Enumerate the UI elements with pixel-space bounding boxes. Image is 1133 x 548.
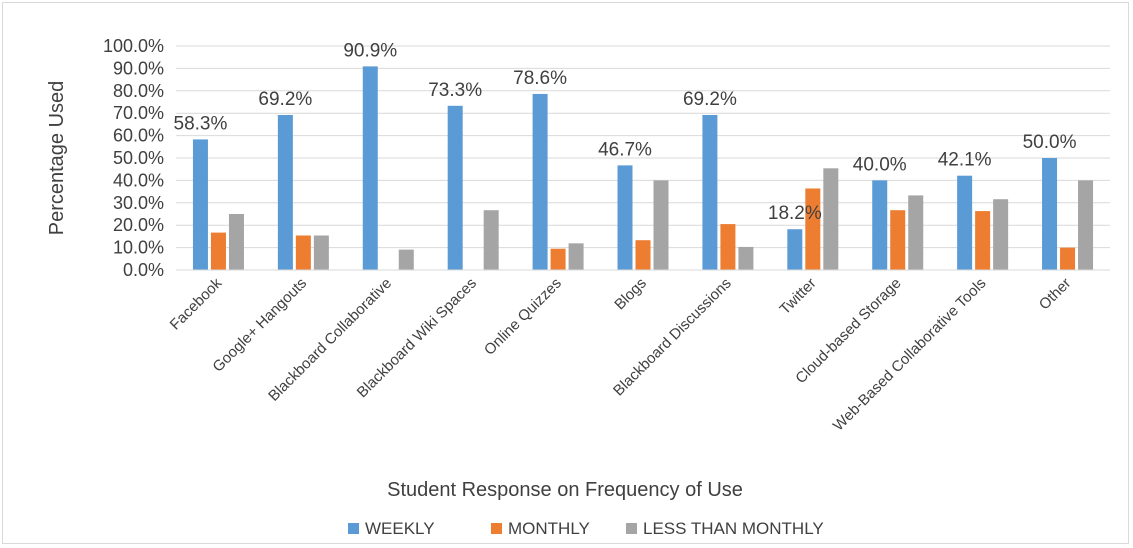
bar-less-than-monthly bbox=[398, 249, 414, 270]
legend-swatch bbox=[348, 523, 359, 534]
gridlines bbox=[176, 45, 1110, 249]
category-label: Web-Based Collaborative Tools bbox=[830, 275, 990, 435]
data-label: 90.9% bbox=[343, 40, 397, 61]
bar-monthly bbox=[210, 232, 226, 270]
bar-monthly bbox=[805, 188, 821, 270]
data-label: 46.7% bbox=[598, 139, 652, 160]
data-label: 18.2% bbox=[768, 203, 822, 224]
bar-monthly bbox=[1060, 247, 1076, 270]
bar-less-than-monthly bbox=[313, 235, 329, 270]
data-labels: 58.3% 69.2% 90.9% 73.3% 78.6% 46.7% 69.2% 18.2%… bbox=[174, 40, 1077, 224]
bar-less-than-monthly bbox=[1078, 180, 1094, 270]
bar-less-than-monthly bbox=[738, 246, 754, 270]
bar-monthly bbox=[550, 248, 566, 270]
data-label: 58.3% bbox=[174, 113, 228, 134]
category-label: Blogs bbox=[611, 275, 650, 314]
data-label: 69.2% bbox=[258, 89, 312, 110]
y-axis-title: Percentage Used bbox=[46, 81, 68, 236]
bar-weekly bbox=[702, 114, 718, 270]
y-tick-label: 10.0% bbox=[113, 238, 164, 258]
legend-label: WEEKLY bbox=[365, 519, 435, 538]
bar-weekly bbox=[362, 66, 378, 270]
legend: WEEKLY MONTHLY LESS THAN MONTHLY bbox=[348, 519, 824, 538]
bar-weekly bbox=[1042, 158, 1058, 270]
bar-less-than-monthly bbox=[568, 243, 584, 270]
data-label: 73.3% bbox=[428, 80, 482, 101]
bar-weekly bbox=[447, 105, 463, 270]
bar-weekly bbox=[532, 93, 548, 270]
y-tick-label: 100.0% bbox=[103, 36, 164, 56]
bar-monthly bbox=[295, 235, 311, 270]
data-label: 78.6% bbox=[513, 68, 567, 89]
bar-weekly bbox=[617, 165, 633, 270]
category-label: Online Quizzes bbox=[481, 275, 565, 359]
data-label: 42.1% bbox=[938, 150, 992, 171]
legend-label: LESS THAN MONTHLY bbox=[643, 519, 824, 538]
y-tick-label: 70.0% bbox=[113, 103, 164, 123]
bar-weekly bbox=[872, 180, 888, 270]
y-tick-label: 60.0% bbox=[113, 126, 164, 146]
x-axis-title: Student Response on Frequency of Use bbox=[387, 479, 743, 501]
bar-less-than-monthly bbox=[228, 214, 244, 270]
bar-monthly bbox=[720, 224, 736, 270]
bar-weekly bbox=[277, 114, 293, 270]
y-tick-label: 40.0% bbox=[113, 170, 164, 190]
y-tick-label: 30.0% bbox=[113, 193, 164, 213]
category-label: Google+ Hangouts bbox=[209, 275, 310, 376]
category-label: Facebook bbox=[167, 274, 226, 333]
bar-weekly bbox=[787, 229, 803, 270]
bar-monthly bbox=[635, 240, 651, 270]
bars bbox=[192, 66, 1094, 270]
bar-weekly bbox=[957, 175, 973, 270]
legend-swatch bbox=[491, 523, 502, 534]
data-label: 50.0% bbox=[1023, 132, 1077, 153]
y-tick-label: 50.0% bbox=[113, 148, 164, 168]
legend-swatch bbox=[626, 523, 637, 534]
category-label: Other bbox=[1036, 275, 1075, 314]
bar-less-than-monthly bbox=[483, 210, 499, 270]
data-label: 40.0% bbox=[853, 154, 907, 175]
y-tick-label: 90.0% bbox=[113, 58, 164, 78]
bar-less-than-monthly bbox=[653, 180, 669, 270]
y-tick-label: 80.0% bbox=[113, 81, 164, 101]
bar-less-than-monthly bbox=[823, 168, 839, 270]
legend-label: MONTHLY bbox=[508, 519, 590, 538]
bar-weekly bbox=[192, 139, 208, 270]
y-axis-ticks: 0.0%10.0% 20.0%30.0% 40.0%50.0%60.0% 70.0%8… bbox=[103, 36, 164, 280]
y-tick-label: 20.0% bbox=[113, 215, 164, 235]
bar-less-than-monthly bbox=[908, 195, 924, 270]
y-tick-label: 0.0% bbox=[123, 260, 164, 280]
bar-monthly bbox=[890, 210, 906, 270]
data-label: 69.2% bbox=[683, 89, 737, 110]
bar-monthly bbox=[975, 211, 991, 270]
bar-less-than-monthly bbox=[993, 199, 1009, 270]
category-label: Twitter bbox=[776, 275, 819, 318]
